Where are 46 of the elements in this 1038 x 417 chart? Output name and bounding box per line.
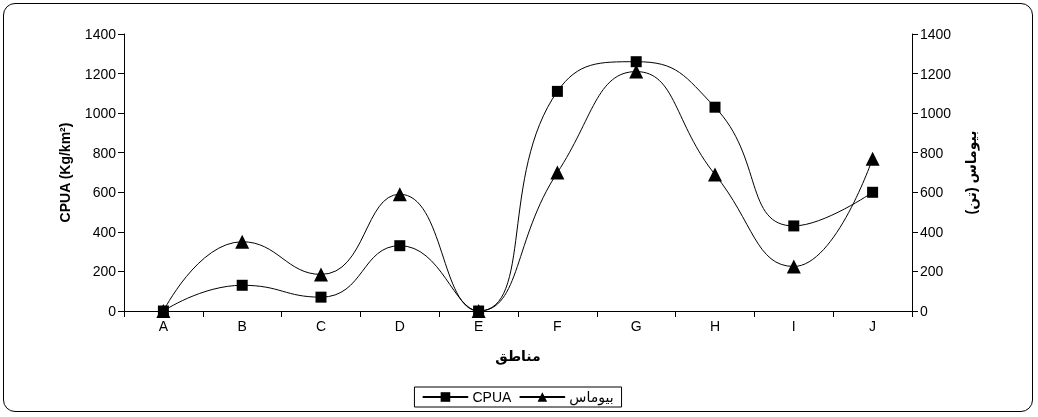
y-tick-label: 1000 bbox=[84, 105, 117, 122]
x-tick-label: F bbox=[553, 318, 562, 334]
point bbox=[314, 267, 328, 282]
legend-label: بیوماس bbox=[569, 389, 614, 406]
y-tick-label: 600 bbox=[92, 184, 117, 201]
point bbox=[867, 186, 879, 198]
point bbox=[630, 56, 642, 68]
point bbox=[709, 101, 721, 113]
y-tick-label: 200 bbox=[92, 263, 117, 280]
point bbox=[392, 187, 407, 202]
y-tick-label: 800 bbox=[92, 144, 117, 161]
y-tick-label: 1200 bbox=[84, 65, 117, 82]
y2-tick-label: 400 bbox=[920, 223, 944, 240]
y-axis-title: CPUA (Kg/km²) bbox=[57, 122, 73, 223]
x-tick-label: I bbox=[791, 318, 796, 334]
y-tick-label: 400 bbox=[92, 223, 117, 240]
y2-tick-label: 1400 bbox=[920, 26, 952, 42]
point bbox=[236, 279, 248, 291]
point bbox=[865, 151, 880, 166]
y2-tick-label: 1000 bbox=[920, 105, 952, 122]
y2-tick-label: 0 bbox=[920, 303, 928, 319]
y2-tick-label: 200 bbox=[920, 263, 944, 280]
y-tick-label: 1400 bbox=[84, 26, 117, 42]
y2-tick-label: 800 bbox=[920, 144, 944, 161]
point bbox=[551, 85, 563, 97]
legend-label: CPUA bbox=[472, 389, 513, 405]
x-tick-label: C bbox=[315, 318, 327, 334]
point bbox=[786, 259, 801, 274]
point bbox=[788, 220, 800, 232]
y-tick-label: 0 bbox=[108, 303, 117, 319]
y2-tick-label: 1200 bbox=[920, 65, 952, 82]
x-tick-label: G bbox=[630, 318, 642, 334]
x-tick-label: J bbox=[869, 318, 877, 334]
point bbox=[550, 165, 565, 180]
y2-tick-label: 600 bbox=[920, 184, 944, 201]
x-tick-label: A bbox=[158, 318, 169, 334]
x-tick-label: E bbox=[473, 318, 484, 334]
y2-axis-title: بیوماس (تن) bbox=[963, 130, 980, 215]
point bbox=[708, 167, 722, 182]
x-tick-label: D bbox=[394, 318, 405, 334]
point bbox=[235, 234, 250, 249]
x-axis-title: مناطق bbox=[495, 348, 541, 365]
x-tick-label: H bbox=[709, 318, 721, 334]
x-tick-label: B bbox=[237, 318, 247, 334]
point bbox=[315, 291, 327, 303]
point bbox=[394, 240, 406, 252]
